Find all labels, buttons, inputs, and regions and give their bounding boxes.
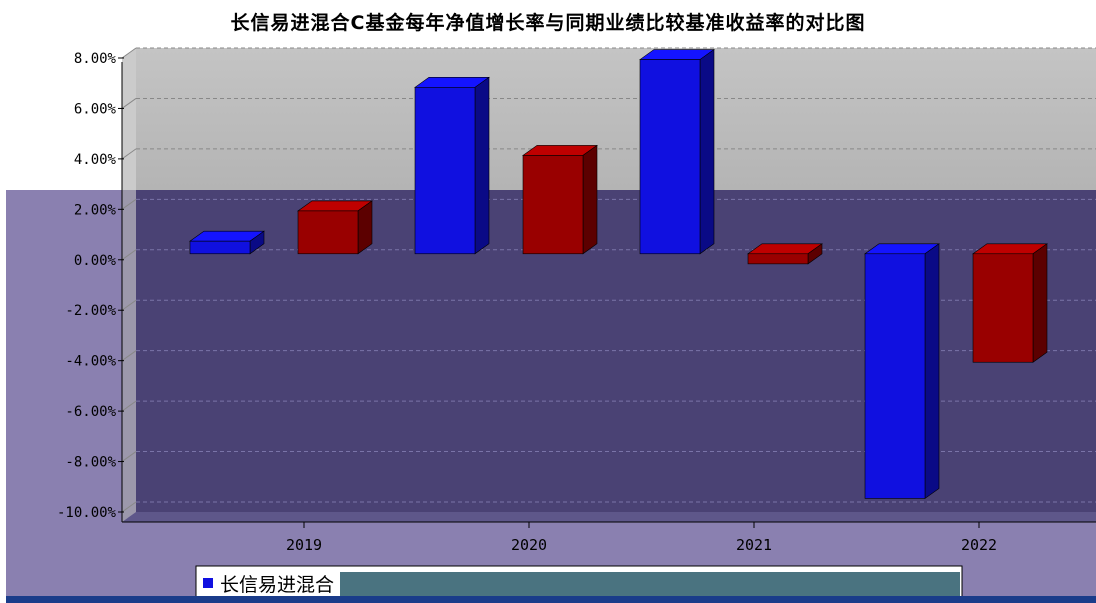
y-tick-label: 4.00% (74, 152, 117, 168)
bar-benchmark-2020 (522, 144, 598, 255)
gridline-side (121, 249, 137, 261)
x-tick-label: 2022 (961, 536, 997, 554)
y-tick-label: -6.00% (65, 404, 116, 420)
gridline-side (121, 501, 137, 513)
gridline-side (121, 299, 137, 311)
bottom-band (6, 596, 1096, 603)
x-tick-label: 2020 (511, 536, 547, 554)
x-tick-label: 2019 (286, 536, 322, 554)
bar-nav-growth-2021 (639, 48, 715, 255)
y-tick-label: 2.00% (74, 202, 117, 218)
x-tick-label: 2021 (736, 536, 772, 554)
bar-benchmark-2022 (972, 243, 1048, 363)
legend-label-nav-growth: 长信易进混合 (220, 574, 334, 596)
plot-floor (122, 512, 1096, 522)
bar-nav-growth-2020 (414, 76, 490, 255)
chart-title: 长信易进混合C基金每年净值增长率与同期业绩比较基准收益率的对比图 (230, 12, 866, 34)
gridline-side (121, 451, 137, 462)
y-tick-label: -4.00% (65, 354, 116, 370)
gridline-side (121, 148, 137, 160)
y-tick-label: -8.00% (65, 455, 116, 471)
y-tick-label: 8.00% (74, 51, 117, 67)
bar-benchmark-2021 (747, 243, 823, 265)
gridline-side (121, 198, 137, 210)
y-tick-label: -2.00% (65, 303, 116, 319)
plot-side-wall (122, 48, 136, 522)
bar-nav-growth-2019 (189, 230, 265, 255)
gridline-side (121, 47, 137, 59)
y-tick-label: -10.00% (57, 505, 117, 521)
y-tick-label: 6.00% (74, 101, 117, 117)
gridline-side (121, 350, 137, 362)
plot-background-upper (136, 48, 1096, 190)
gridline-side (121, 400, 137, 412)
legend-swatch-nav-growth (203, 578, 213, 588)
gridline-side (121, 98, 137, 109)
y-tick-label: 0.00% (74, 253, 117, 269)
bar-benchmark-2019 (297, 200, 373, 255)
bar-nav-growth-2022 (864, 243, 940, 500)
